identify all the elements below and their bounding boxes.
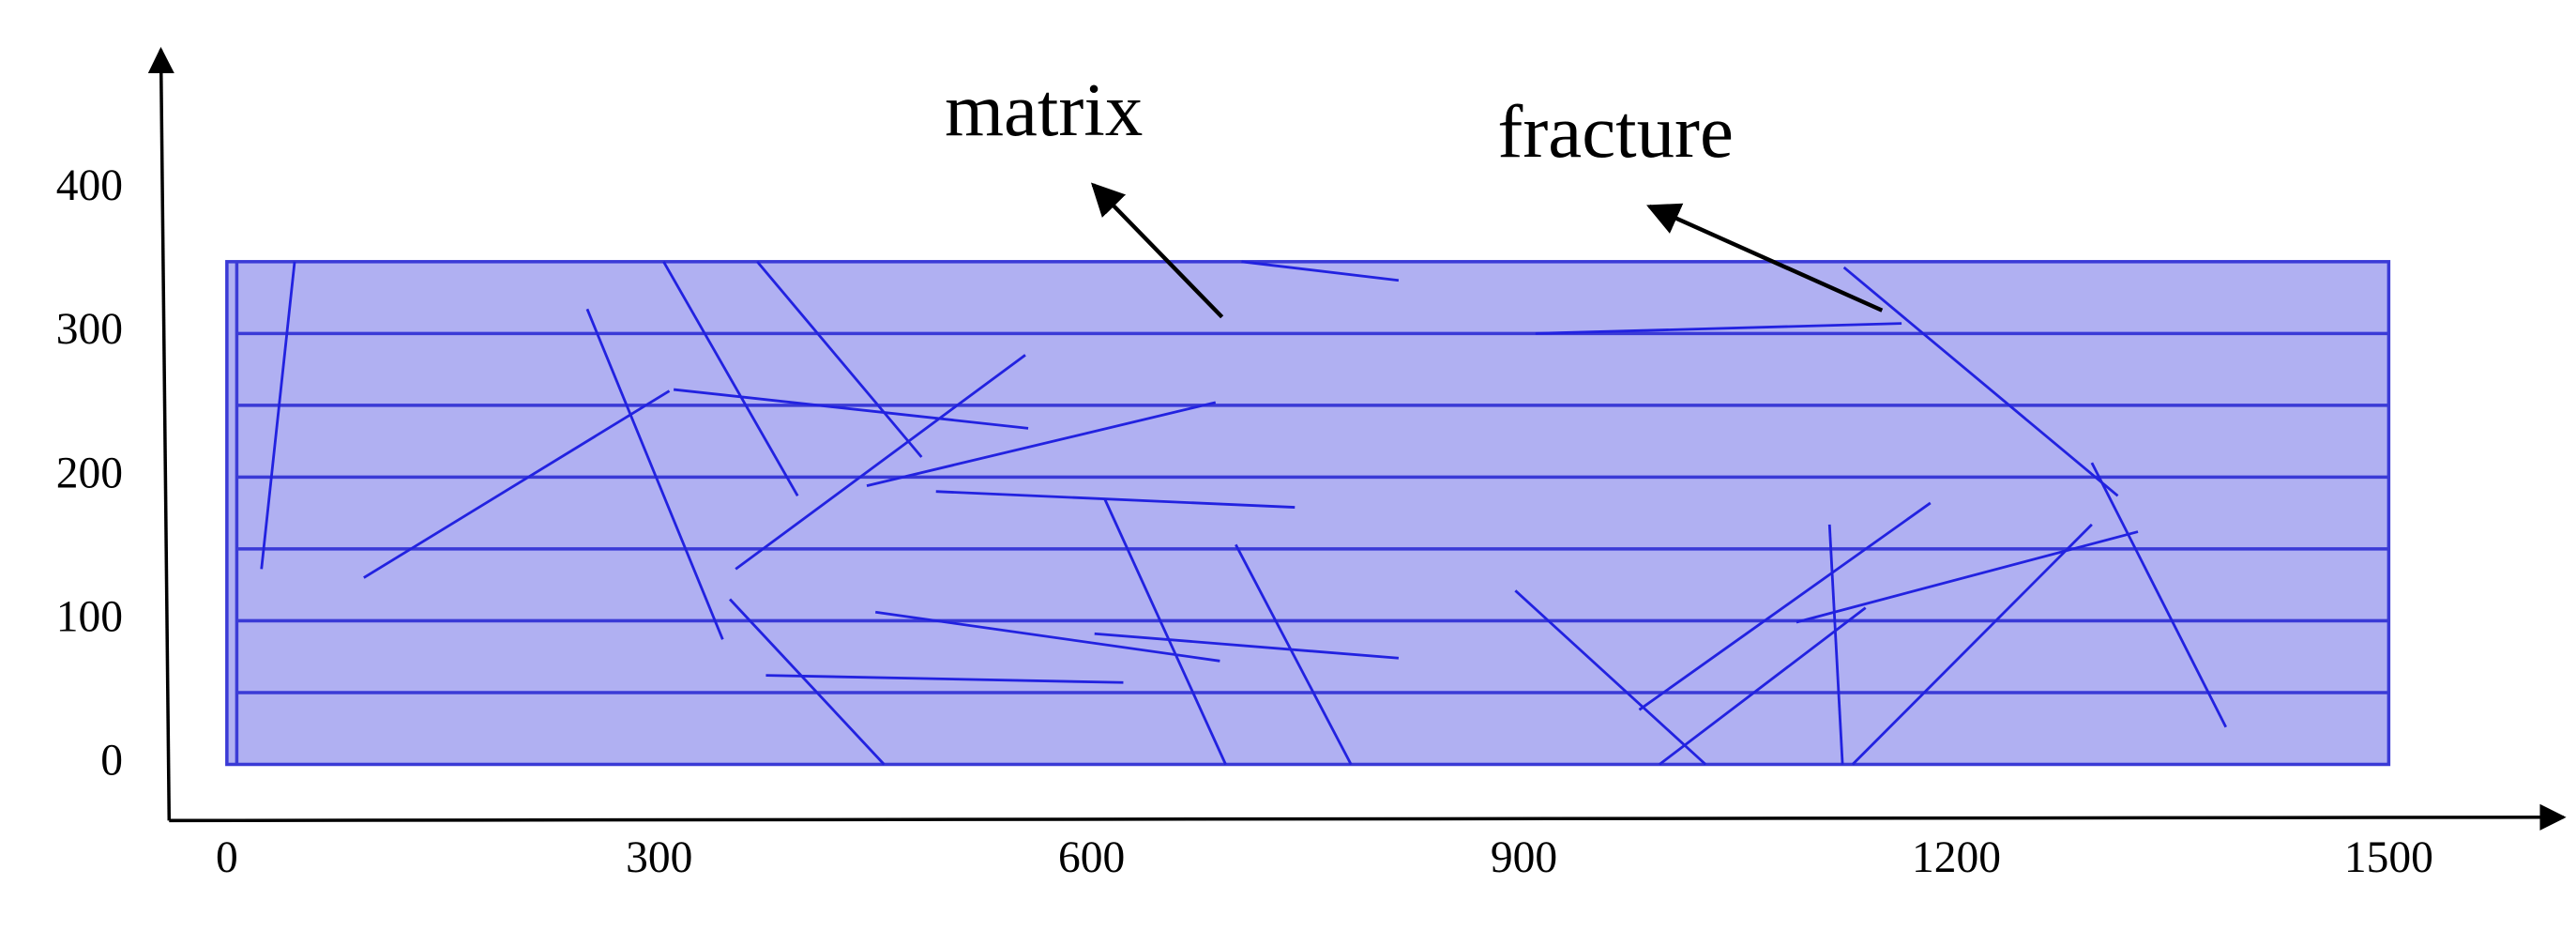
fracture	[735, 354, 1026, 571]
fracture	[866, 401, 1217, 487]
x-tick-label: 1500	[2344, 833, 2433, 882]
x-tick-label: 900	[1491, 833, 1557, 882]
y-axis	[147, 46, 174, 821]
y-tick-label: 400	[56, 161, 123, 210]
y-tick-label: 200	[56, 449, 123, 497]
fracture-label: fracture	[1497, 89, 1734, 174]
fracture	[1241, 260, 1400, 282]
ticks: 0 300 600 900 1200 1500 0 100 200 300 400	[56, 161, 2433, 882]
fracture	[765, 674, 1124, 684]
x-axis	[169, 803, 2567, 831]
y-tick-label: 0	[100, 736, 123, 785]
fracture	[673, 388, 1029, 430]
fracture	[756, 260, 923, 458]
fracture	[2090, 462, 2228, 728]
fracture	[875, 610, 1220, 663]
fracture	[1535, 322, 1902, 335]
x-tick-label: 1200	[1912, 833, 2001, 882]
x-tick-label: 600	[1058, 833, 1125, 882]
fracture	[662, 261, 799, 496]
fracture	[1851, 523, 2093, 766]
fracture-arrow	[1646, 203, 1884, 313]
x-tick-label: 0	[216, 833, 238, 882]
fracture	[1514, 589, 1707, 766]
fracture	[729, 598, 886, 766]
matrix-layer	[225, 260, 2391, 767]
fracture-layer	[260, 260, 2228, 766]
fracture	[1094, 632, 1400, 660]
fracture	[1842, 266, 2119, 497]
y-tick-label: 300	[56, 305, 123, 354]
fracture	[1796, 530, 2139, 624]
fracture	[1638, 501, 1932, 711]
y-tick-label: 100	[56, 592, 123, 641]
fracture	[935, 490, 1296, 509]
fracture	[260, 261, 296, 570]
fracture	[363, 389, 671, 579]
x-tick-label: 300	[626, 833, 692, 882]
fracture	[1103, 497, 1227, 766]
fracture	[1659, 606, 1867, 766]
matrix-arrow	[1090, 182, 1224, 319]
fracture	[585, 308, 724, 640]
fracture	[1235, 543, 1353, 766]
fracture	[1827, 524, 1844, 765]
matrix-block	[225, 260, 2391, 767]
matrix-label: matrix	[945, 68, 1143, 152]
